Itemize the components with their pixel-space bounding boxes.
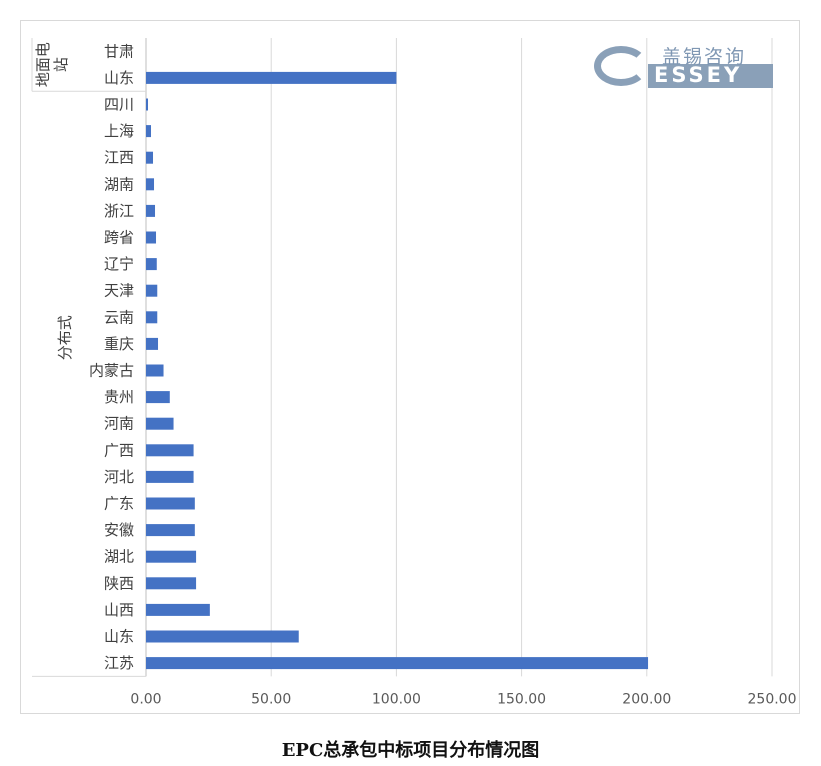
bar [146,391,170,404]
group-label-distributed: 分布式 [56,315,74,360]
category-label: 甘肃 [104,42,134,60]
bar [146,577,197,590]
logo-english-text: ESSEY [654,63,743,87]
category-label: 陕西 [104,574,134,592]
group-label-ground-line2: 站 [52,57,70,72]
bar [146,71,397,84]
group-label-ground: 地面电 [34,42,52,87]
category-label: 山东 [104,628,134,646]
bar [146,364,164,377]
logo-g-mark [594,46,648,86]
category-label: 跨省 [104,229,134,247]
category-label: 江苏 [104,654,134,672]
category-label: 河北 [104,468,134,486]
bar [146,204,156,217]
category-label: 广西 [104,441,134,459]
bar [146,337,159,350]
category-label: 重庆 [104,335,134,353]
category-label: 湖南 [104,175,134,193]
bar [146,603,210,616]
category-label: 内蒙古 [89,362,134,380]
chart-title: EPC总承包中标项目分布情况图 [281,740,540,761]
bar [146,417,174,430]
x-tick-label: 150.00 [497,691,546,707]
bar [146,125,152,138]
x-tick-label: 250.00 [748,691,797,707]
bar [146,444,194,457]
category-label: 河南 [104,415,134,433]
bar [146,630,299,643]
category-label: 天津 [104,282,134,300]
bar [146,178,155,191]
category-label: 浙江 [104,202,134,220]
x-tick-label: 200.00 [622,691,671,707]
category-label: 湖北 [104,548,134,566]
bar [146,550,197,563]
bar [146,284,158,297]
category-label: 云南 [104,308,134,326]
bar [146,497,195,510]
category-label: 江西 [104,149,134,167]
bar [146,657,649,670]
category-label: 山西 [104,601,134,619]
x-tick-label: 0.00 [130,691,161,707]
bar [146,258,157,271]
bar [146,231,157,244]
category-label: 广东 [104,495,134,513]
bar [146,311,158,324]
bar [146,98,149,111]
category-label: 贵州 [104,388,134,406]
category-label: 辽宁 [104,255,134,273]
category-label: 上海 [104,122,134,140]
bar [146,524,195,537]
x-tick-label: 50.00 [251,691,291,707]
x-tick-label: 100.00 [372,691,421,707]
logo-banner [648,64,773,88]
category-label: 安徽 [104,521,134,539]
bar [146,151,154,164]
category-label: 四川 [104,96,134,114]
bar [146,470,194,483]
logo-chinese-text: 盖锡咨询 [662,46,747,68]
category-label: 山东 [104,69,134,87]
gessey-logo: 盖锡咨询 ESSEY [590,42,775,92]
